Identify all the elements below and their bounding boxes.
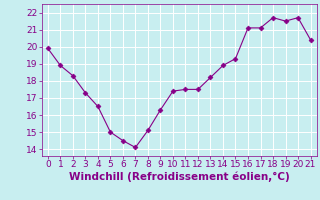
X-axis label: Windchill (Refroidissement éolien,°C): Windchill (Refroidissement éolien,°C): [69, 172, 290, 182]
